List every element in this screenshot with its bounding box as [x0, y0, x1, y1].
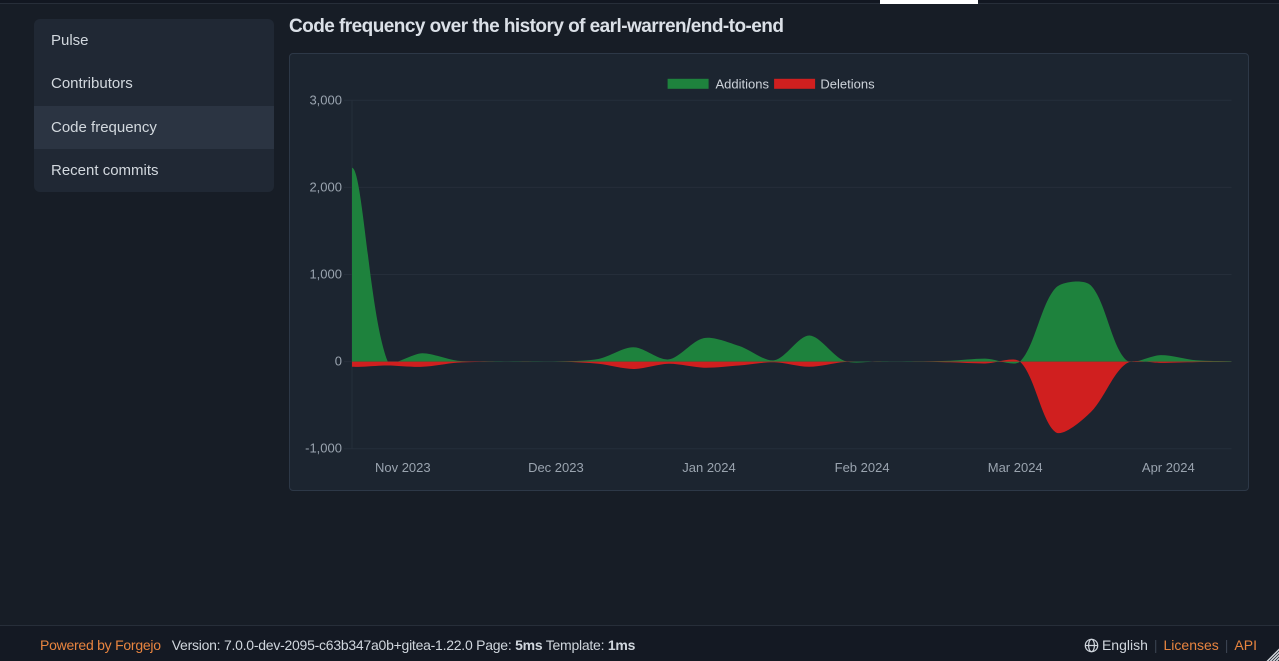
svg-text:Deletions: Deletions [820, 76, 875, 91]
svg-text:Jan 2024: Jan 2024 [682, 460, 736, 475]
svg-text:Dec 2023: Dec 2023 [528, 460, 584, 475]
svg-text:Mar 2024: Mar 2024 [988, 460, 1043, 475]
svg-text:-1,000: -1,000 [305, 441, 342, 456]
svg-text:2,000: 2,000 [309, 179, 342, 194]
svg-text:Feb 2024: Feb 2024 [835, 460, 890, 475]
svg-text:Apr 2024: Apr 2024 [1142, 460, 1195, 475]
svg-text:0: 0 [335, 354, 342, 369]
svg-text:1,000: 1,000 [309, 267, 342, 282]
svg-text:Additions: Additions [716, 76, 770, 91]
svg-text:3,000: 3,000 [309, 92, 342, 107]
svg-text:Nov 2023: Nov 2023 [375, 460, 431, 475]
